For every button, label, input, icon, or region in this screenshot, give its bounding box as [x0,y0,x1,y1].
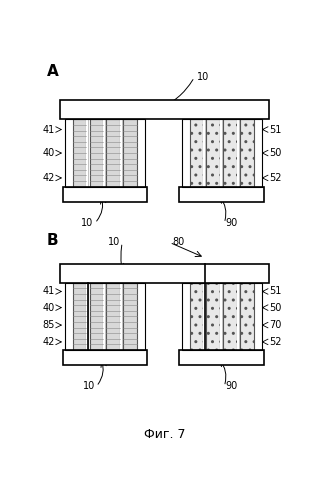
Bar [220,283,223,350]
Bar [237,119,240,187]
Bar [120,283,123,350]
Bar [60,100,269,119]
Text: 70: 70 [269,320,282,330]
Bar [107,119,120,187]
Text: 40: 40 [43,302,55,312]
Bar [237,283,240,350]
Text: 50: 50 [269,302,282,312]
Text: A: A [47,64,58,79]
Bar [179,350,264,365]
Bar [65,283,145,350]
Text: B: B [47,233,58,248]
Bar [123,283,137,350]
Bar [90,119,103,187]
Text: 10: 10 [197,72,209,82]
Bar [203,119,206,187]
Bar [90,283,103,350]
Bar [107,283,120,350]
Text: 52: 52 [269,337,282,347]
Bar [220,119,223,187]
Bar [120,119,123,187]
Text: 42: 42 [43,337,55,347]
Text: 41: 41 [43,125,55,135]
Bar [182,119,262,187]
Bar [73,283,86,350]
Bar [123,119,137,187]
Bar [223,283,237,350]
Bar [179,187,264,202]
Text: 51: 51 [269,125,282,135]
Text: 80: 80 [172,238,184,248]
Bar [203,283,206,350]
Text: 90: 90 [225,218,238,228]
Bar [206,119,220,187]
Bar [189,283,203,350]
Bar [103,283,107,350]
Text: 51: 51 [269,286,282,296]
Text: 50: 50 [269,148,282,158]
Bar [240,283,254,350]
Text: 40: 40 [43,148,55,158]
Text: 42: 42 [43,173,55,183]
Bar [103,119,107,187]
Text: 41: 41 [43,286,55,296]
Bar [63,350,147,365]
Bar [60,263,269,283]
Text: 52: 52 [269,173,282,183]
Text: 10: 10 [81,218,94,228]
Bar [86,283,90,350]
Bar [63,187,147,202]
Bar [240,119,254,187]
Bar [206,283,220,350]
Bar [73,119,86,187]
Bar [65,119,145,187]
Bar [86,119,90,187]
Text: 85: 85 [43,320,55,330]
Bar [182,283,262,350]
Text: 10: 10 [108,238,120,248]
Bar [223,119,237,187]
Text: 90: 90 [225,381,238,392]
Text: Фиг. 7: Фиг. 7 [144,428,185,441]
Text: 10: 10 [83,381,95,392]
Bar [189,119,203,187]
